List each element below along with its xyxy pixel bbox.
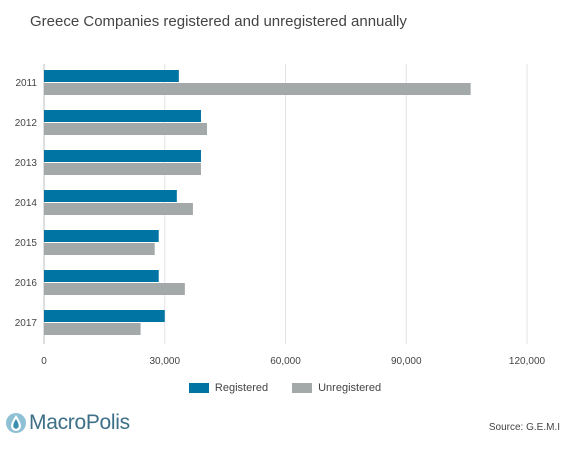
macropolis-logo[interactable]: MacroPolis — [5, 411, 130, 435]
y-tick-label: 2011 — [15, 78, 37, 89]
legend-label-registered: Registered — [214, 382, 269, 394]
x-tick-label: 60,000 — [270, 356, 301, 367]
y-tick-label: 2015 — [15, 238, 38, 249]
droplet-circle-icon — [6, 413, 26, 433]
y-tick-label: 2012 — [15, 118, 38, 129]
bar-unregistered-2011 — [44, 83, 471, 95]
x-tick-label: 90,000 — [391, 356, 422, 367]
bar-registered-2013 — [44, 150, 201, 162]
bar-registered-2015 — [44, 230, 159, 242]
chart-legend: Registered Unregistered — [0, 382, 570, 394]
x-tick-label: 0 — [41, 356, 47, 367]
bar-chart: 0 30,000 60,000 90,000 120,000 2011 2012 2013 20… — [15, 64, 546, 367]
logo-text: MacroPolis — [29, 411, 130, 434]
bar-registered-2012 — [44, 110, 201, 122]
bar-unregistered-2013 — [44, 163, 201, 175]
bar-unregistered-2015 — [44, 243, 155, 255]
x-tick-label: 30,000 — [149, 356, 180, 367]
bar-unregistered-2014 — [44, 203, 193, 215]
bar-unregistered-2016 — [44, 283, 185, 295]
bar-registered-2016 — [44, 270, 159, 282]
y-tick-label: 2016 — [15, 278, 38, 289]
bar-registered-2017 — [44, 310, 165, 322]
source-note: Source: G.E.M.I — [488, 422, 560, 433]
bar-unregistered-2017 — [44, 323, 141, 335]
y-tick-label: 2017 — [15, 318, 38, 329]
y-tick-label: 2013 — [15, 158, 38, 169]
bar-registered-2011 — [44, 70, 179, 82]
legend-item-registered[interactable]: Registered — [188, 382, 269, 394]
bar-unregistered-2012 — [44, 123, 208, 135]
bar-registered-2014 — [44, 190, 177, 202]
legend-swatch-registered — [188, 383, 209, 393]
legend-item-unregistered[interactable]: Unregistered — [292, 382, 381, 394]
legend-label-unregistered: Unregistered — [318, 382, 382, 394]
chart-title: Greece Companies registered and unregist… — [30, 13, 407, 30]
legend-swatch-unregistered — [292, 383, 313, 393]
y-tick-label: 2014 — [15, 198, 38, 209]
x-tick-label: 120,000 — [509, 356, 546, 367]
